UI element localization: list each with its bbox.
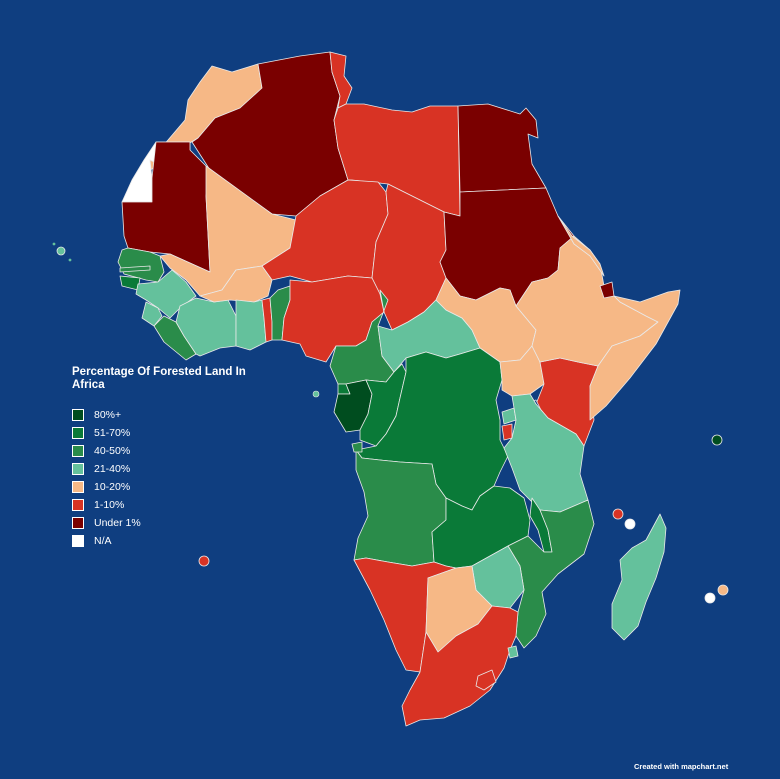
- region-sao-tome[interactable]: [312, 390, 320, 398]
- region-saint-helena[interactable]: [198, 555, 210, 567]
- legend-title: Percentage Of Forested Land In Africa: [72, 366, 246, 391]
- legend-item: 80%+: [72, 406, 252, 424]
- region-burkina-faso[interactable]: [199, 265, 273, 303]
- legend-label: 21-40%: [94, 463, 131, 475]
- legend-item: 21-40%: [72, 460, 252, 478]
- legend-items: 80%+ 51-70% 40-50% 21-40% 10-20% 1-10% Under 1…: [72, 406, 252, 550]
- region-seychelles[interactable]: [711, 434, 723, 446]
- region-lesotho[interactable]: [475, 669, 497, 691]
- legend-swatch: [72, 481, 84, 493]
- region-somalia[interactable]: [589, 289, 681, 421]
- region-mauritius[interactable]: [717, 584, 729, 596]
- region-mayotte[interactable]: [624, 518, 636, 530]
- legend-label: Under 1%: [94, 517, 141, 529]
- legend-item: 40-50%: [72, 442, 252, 460]
- region-comoros[interactable]: [612, 508, 624, 520]
- legend-item: N/A: [72, 532, 252, 550]
- region-reunion[interactable]: [704, 592, 716, 604]
- legend-swatch: [72, 535, 84, 547]
- region-burundi[interactable]: [501, 423, 513, 441]
- region-angola[interactable]: [353, 449, 447, 567]
- legend-item: Under 1%: [72, 514, 252, 532]
- legend-label: 10-20%: [94, 481, 131, 493]
- legend-label: 40-50%: [94, 445, 131, 457]
- legend-item: 10-20%: [72, 478, 252, 496]
- region-rwanda[interactable]: [501, 407, 517, 425]
- region-sierra-leone[interactable]: [141, 301, 163, 327]
- cape-verde-islet-1: [52, 242, 56, 246]
- legend-swatch: [72, 409, 84, 421]
- region-ethiopia[interactable]: [515, 235, 659, 367]
- legend-label: 80%+: [94, 409, 122, 421]
- legend: Percentage Of Forested Land In Africa 80…: [72, 366, 252, 550]
- legend-swatch: [72, 427, 84, 439]
- credit-text: Created with mapchart.net: [634, 762, 729, 771]
- legend-swatch: [72, 463, 84, 475]
- region-uganda[interactable]: [499, 345, 545, 397]
- legend-swatch: [72, 499, 84, 511]
- region-gambia[interactable]: [119, 265, 151, 273]
- legend-label: 1-10%: [94, 499, 125, 511]
- legend-label: 51-70%: [94, 427, 131, 439]
- region-cape-verde[interactable]: [56, 246, 66, 256]
- region-eritrea[interactable]: [557, 215, 605, 277]
- legend-item: 51-70%: [72, 424, 252, 442]
- region-mozambique[interactable]: [507, 499, 595, 649]
- region-egypt[interactable]: [457, 103, 547, 193]
- cape-verde-islet-2: [68, 258, 72, 262]
- region-cabinda[interactable]: [351, 441, 363, 453]
- legend-swatch: [72, 445, 84, 457]
- region-madagascar[interactable]: [611, 513, 667, 641]
- legend-label: N/A: [94, 535, 112, 547]
- region-ghana[interactable]: [235, 299, 267, 351]
- region-eswatini[interactable]: [507, 645, 519, 659]
- legend-item: 1-10%: [72, 496, 252, 514]
- legend-swatch: [72, 517, 84, 529]
